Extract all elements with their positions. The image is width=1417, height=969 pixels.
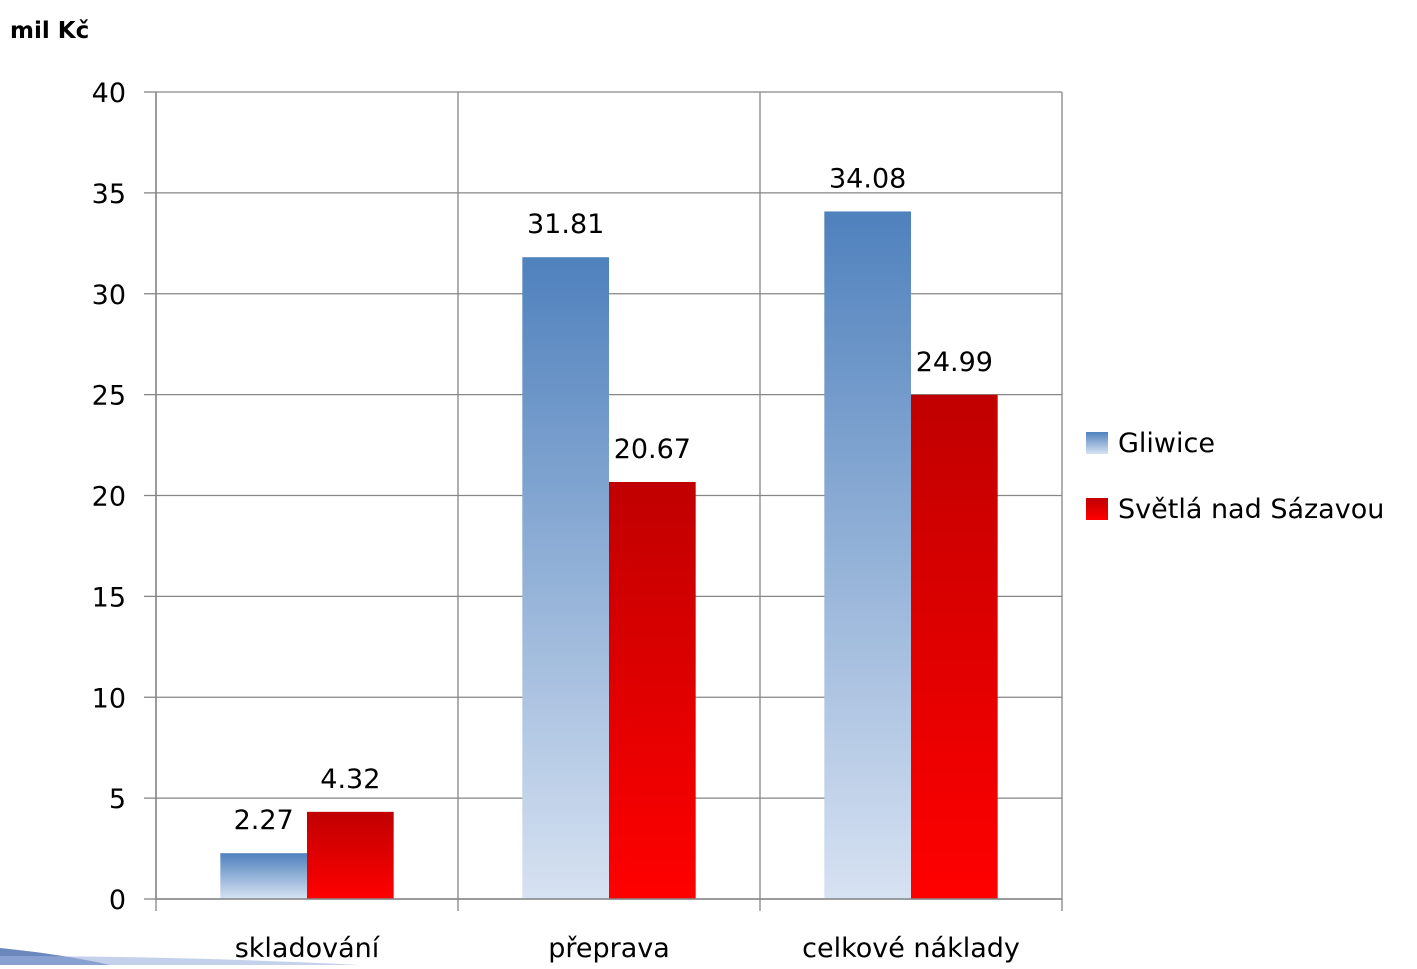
y-tick-label: 25: [92, 381, 126, 412]
bars-layer: [220, 211, 998, 899]
data-label: 31.81: [527, 209, 604, 240]
data-label: 34.08: [829, 163, 906, 194]
data-label: 4.32: [320, 764, 380, 795]
bar-gliwice-2: [824, 211, 911, 899]
legend-swatch: [1086, 432, 1108, 454]
decorative-swoosh-light: [0, 956, 360, 965]
data-label: 2.27: [234, 805, 294, 836]
legend: Gliwice Světlá nad Sázavou: [1086, 428, 1384, 525]
x-tick-label: přeprava: [548, 933, 670, 964]
y-tick-label: 30: [92, 280, 126, 311]
x-tick-label: skladování: [235, 933, 381, 964]
axis-layer: 0 5 10 15 20 25 30 35 40 skladování přeprava celkov…: [92, 78, 1063, 964]
bar-gliwice-0: [220, 853, 307, 899]
legend-label: Gliwice: [1118, 428, 1215, 459]
data-label: 24.99: [916, 347, 993, 378]
legend-swatch: [1086, 498, 1108, 520]
legend-label: Světlá nad Sázavou: [1118, 494, 1384, 525]
y-tick-label: 15: [92, 582, 126, 613]
y-axis-title: mil Kč: [10, 18, 89, 44]
y-tick-label: 20: [92, 482, 126, 513]
bar-svetla-0: [307, 811, 394, 899]
data-label: 20.67: [614, 434, 691, 465]
labels-layer: 2.27 4.32 31.81 20.67 34.08 24.99: [234, 163, 993, 836]
y-tick-label: 0: [109, 885, 126, 916]
bar-gliwice-1: [522, 257, 609, 899]
y-tick-label: 35: [92, 179, 126, 210]
y-tick-label: 10: [92, 683, 126, 714]
y-tick-label: 5: [109, 784, 126, 815]
bar-svetla-1: [609, 481, 696, 899]
bar-svetla-2: [911, 394, 998, 899]
x-tick-label: celkové náklady: [802, 933, 1020, 964]
y-tick-label: 40: [92, 78, 126, 109]
